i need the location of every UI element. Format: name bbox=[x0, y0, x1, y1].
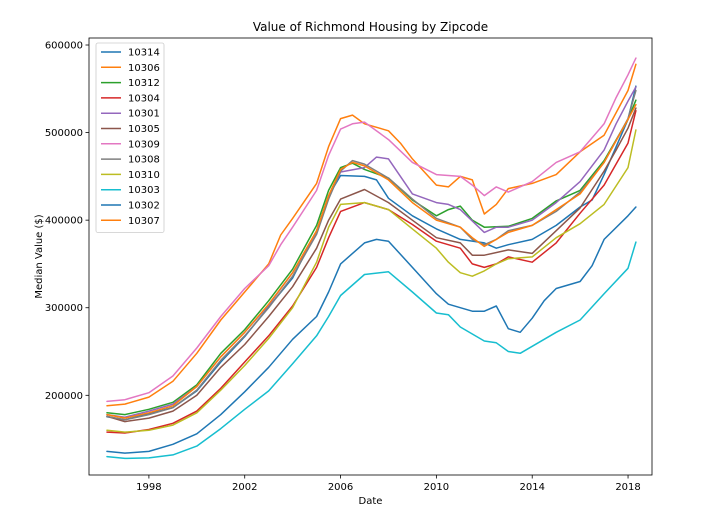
x-tick-label: 2018 bbox=[615, 482, 640, 493]
x-tick-label: 2006 bbox=[328, 482, 353, 493]
y-tick-label: 200000 bbox=[45, 391, 83, 402]
legend-label-10308: 10308 bbox=[128, 155, 160, 166]
series-line-10306 bbox=[106, 63, 637, 407]
x-axis: 1998 2002 2006 2010 2014 2018 bbox=[136, 475, 641, 493]
legend-label-10310: 10310 bbox=[128, 170, 160, 181]
legend-label-10301: 10301 bbox=[128, 109, 160, 120]
y-tick-label: 600000 bbox=[45, 41, 83, 52]
x-tick-label: 1998 bbox=[136, 482, 161, 493]
legend-label-10314: 10314 bbox=[128, 48, 160, 59]
series-line-10304 bbox=[106, 109, 637, 434]
legend-label-10309: 10309 bbox=[128, 139, 160, 150]
series-line-10301 bbox=[106, 86, 637, 418]
series-line-10305 bbox=[106, 107, 637, 423]
legend: 10314 10306 10312 10304 10301 10305 10309 10308… bbox=[95, 42, 165, 234]
legend-label-10302: 10302 bbox=[128, 201, 160, 212]
y-axis-label: Median Value ($) bbox=[34, 214, 45, 298]
series-line-10307 bbox=[106, 103, 637, 419]
legend-label-10306: 10306 bbox=[128, 63, 160, 74]
y-axis: 200000 300000 400000 500000 600000 bbox=[45, 41, 89, 402]
legend-label-10307: 10307 bbox=[128, 216, 160, 227]
series-line-10303 bbox=[106, 241, 637, 460]
chart-title: Value of Richmond Housing by Zipcode bbox=[253, 20, 488, 34]
x-tick-label: 2010 bbox=[424, 482, 449, 493]
y-tick-label: 500000 bbox=[45, 128, 83, 139]
series-line-10302 bbox=[106, 206, 637, 454]
series-line-10312 bbox=[106, 99, 637, 416]
legend-label-10304: 10304 bbox=[128, 93, 160, 104]
legend-box bbox=[95, 42, 165, 234]
y-tick-label: 300000 bbox=[45, 303, 83, 314]
series-line-10309 bbox=[106, 57, 637, 403]
x-tick-label: 2002 bbox=[232, 482, 257, 493]
legend-label-10305: 10305 bbox=[128, 124, 160, 135]
legend-label-10303: 10303 bbox=[128, 185, 160, 196]
series-line-10314 bbox=[106, 85, 637, 421]
x-axis-label: Date bbox=[359, 496, 383, 507]
x-tick-label: 2014 bbox=[519, 482, 544, 493]
plot-area bbox=[88, 37, 653, 476]
series-line-10308 bbox=[106, 89, 637, 421]
legend-label-10312: 10312 bbox=[128, 78, 160, 89]
plot-frame bbox=[88, 37, 653, 476]
y-tick-label: 400000 bbox=[45, 216, 83, 227]
series-line-10310 bbox=[106, 129, 637, 433]
